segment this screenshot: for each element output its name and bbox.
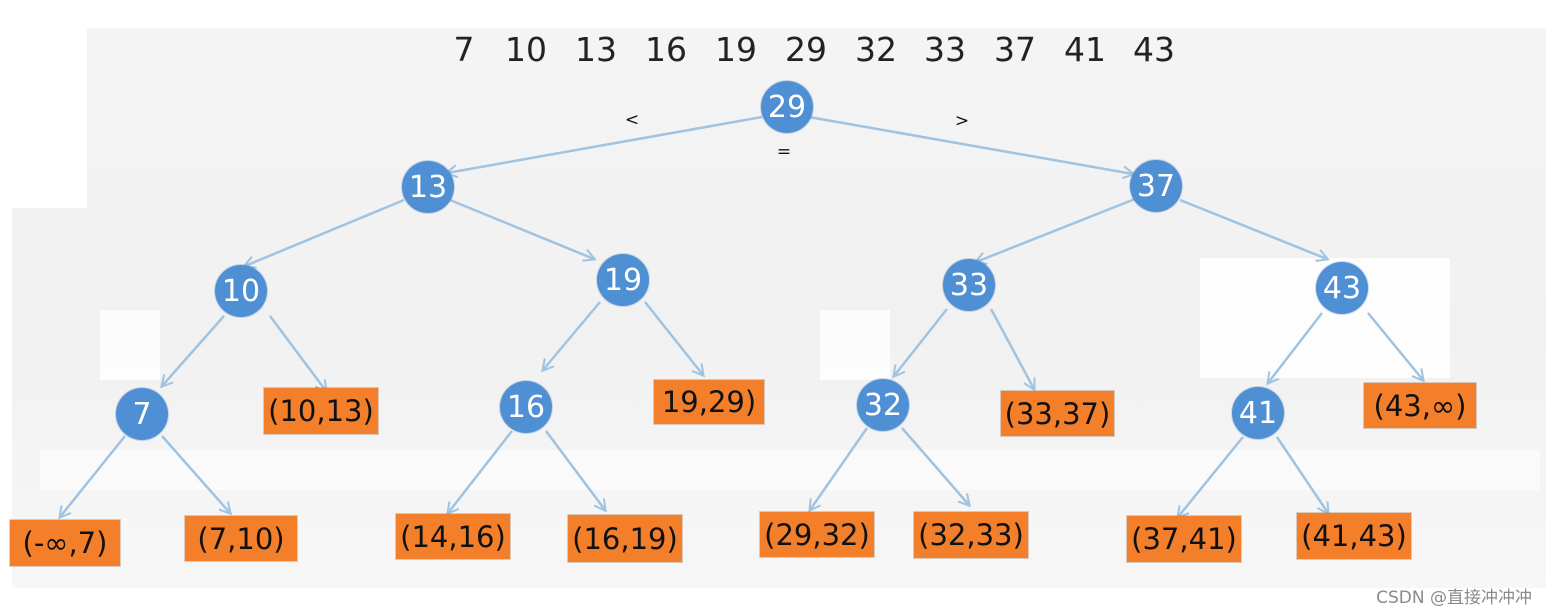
edge-19-16 (543, 301, 601, 370)
greater-than-label: > (954, 111, 970, 131)
interval-41-43: (41,43) (1297, 513, 1411, 559)
edge-37-43 (1179, 198, 1327, 259)
tree-node-16: 16 (500, 381, 552, 433)
tree-node-19: 19 (597, 254, 649, 306)
edge-7-ineg7 (60, 435, 126, 517)
edge-10-7 (162, 315, 225, 386)
background-patch (820, 310, 890, 380)
interval-33-37: (33,37) (1001, 391, 1114, 436)
sorted-sequence: 7 10 13 16 19 29 32 33 37 41 43 (440, 30, 1200, 70)
edge-13-10 (245, 198, 405, 266)
tree-node-29: 29 (761, 81, 813, 133)
interval-neg-inf-7: (-∞,7) (10, 520, 120, 566)
sequence-number: 16 (645, 30, 687, 69)
less-than-label: < (624, 110, 640, 130)
sequence-number: 19 (715, 30, 757, 69)
edge-43-41 (1268, 312, 1323, 383)
edge-32-i29-32 (810, 427, 869, 510)
sequence-number: 41 (1064, 30, 1106, 69)
edge-13-19 (449, 198, 594, 259)
sequence-number: 29 (785, 30, 827, 69)
interval-7-10: (7,10) (185, 516, 297, 561)
edge-16-i14-16 (448, 430, 513, 513)
edge-7-i7-10 (161, 435, 230, 513)
sequence-number: 7 (453, 30, 475, 69)
watermark: CSDN @直接冲冲冲 (1376, 588, 1532, 608)
sequence-number: 10 (505, 30, 547, 69)
interval-14-16: (14,16) (396, 514, 510, 559)
tree-node-41: 41 (1232, 387, 1284, 439)
interval-43-inf: (43,∞) (1364, 383, 1476, 428)
edge-29-37 (808, 115, 1133, 174)
sequence-number: 37 (994, 30, 1036, 69)
edge-33-32 (894, 308, 948, 376)
interval-32-33: (32,33) (914, 512, 1028, 558)
edge-19-i19-29 (644, 301, 703, 375)
sequence-number: 43 (1133, 30, 1175, 69)
edge-41-i41-43 (1275, 436, 1328, 513)
edge-29-13 (447, 115, 763, 173)
sequence-number: 13 (575, 30, 617, 69)
tree-node-7: 7 (116, 388, 168, 440)
interval-37-41: (37,41) (1127, 516, 1241, 562)
interval-10-13: (10,13) (264, 388, 378, 434)
edge-37-33 (976, 197, 1136, 262)
edge-33-i33-37 (989, 308, 1034, 389)
edge-32-i32-33 (901, 427, 969, 505)
tree-node-33: 33 (943, 259, 995, 311)
tree-node-13: 13 (402, 161, 454, 213)
tree-node-43: 43 (1316, 262, 1368, 314)
equal-label: = (776, 142, 792, 162)
edge-16-i16-19 (544, 430, 605, 510)
edge-41-i37-41 (1178, 436, 1244, 517)
interval-16-19: (16,19) (568, 515, 682, 562)
background-patch (100, 310, 160, 380)
tree-node-32: 32 (857, 379, 909, 431)
background-patch (12, 28, 87, 208)
interval-19-29: 19,29) (654, 380, 764, 424)
interval-29-32: (29,32) (760, 512, 874, 557)
sequence-number: 32 (855, 30, 897, 69)
tree-node-10: 10 (215, 265, 267, 317)
edge-43-i43-inf (1367, 312, 1423, 380)
tree-node-37: 37 (1130, 160, 1182, 212)
edge-10-i10-13 (268, 315, 326, 391)
sequence-number: 33 (924, 30, 966, 69)
